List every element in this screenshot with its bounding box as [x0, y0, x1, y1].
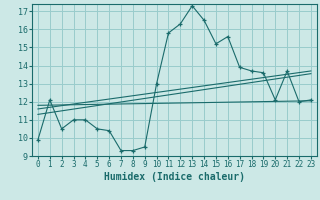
- X-axis label: Humidex (Indice chaleur): Humidex (Indice chaleur): [104, 172, 245, 182]
